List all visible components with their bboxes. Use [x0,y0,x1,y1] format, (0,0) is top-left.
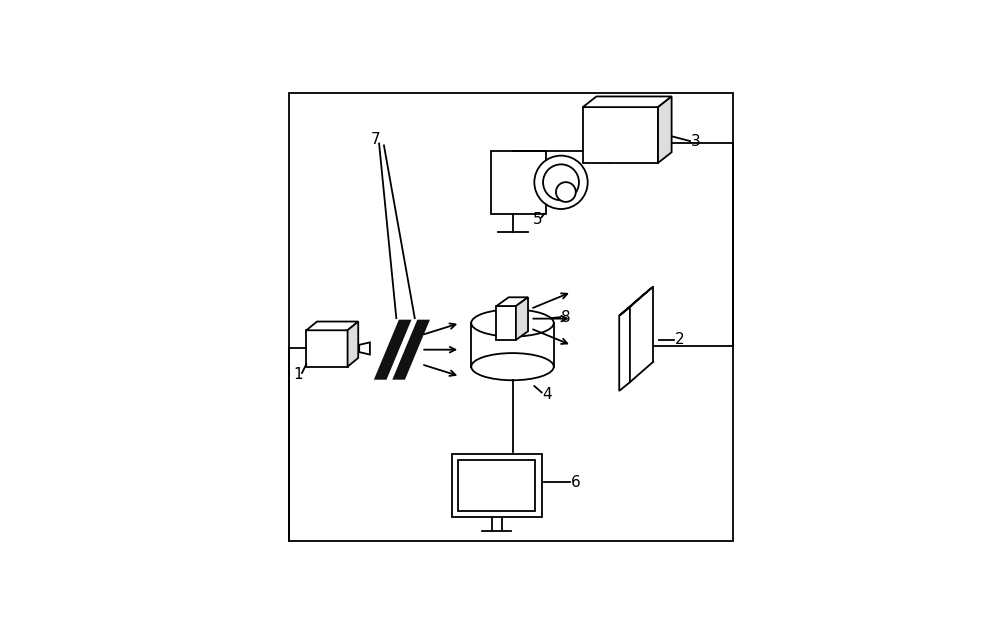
Ellipse shape [471,309,554,336]
Text: 8: 8 [561,310,571,324]
Text: 7: 7 [371,132,381,147]
Circle shape [556,182,576,202]
Polygon shape [306,321,358,330]
Text: 6: 6 [571,474,580,490]
Bar [458,461,535,511]
Bar [491,151,546,214]
Text: 2: 2 [675,333,685,348]
Polygon shape [359,343,370,355]
Bar [452,454,542,517]
Polygon shape [619,287,653,316]
Bar [306,330,348,367]
Polygon shape [375,321,410,379]
Bar [496,306,516,340]
Circle shape [543,164,579,200]
Polygon shape [619,307,630,391]
Polygon shape [658,96,672,163]
Text: 3: 3 [691,134,701,149]
Bar [583,107,658,163]
Polygon shape [516,297,528,340]
Polygon shape [348,321,358,367]
Ellipse shape [471,353,554,381]
Polygon shape [394,321,429,379]
Text: 5: 5 [533,212,543,227]
Text: 4: 4 [543,387,552,403]
Polygon shape [496,297,528,306]
Text: 1: 1 [293,367,303,382]
Polygon shape [583,96,672,107]
Circle shape [534,156,588,209]
